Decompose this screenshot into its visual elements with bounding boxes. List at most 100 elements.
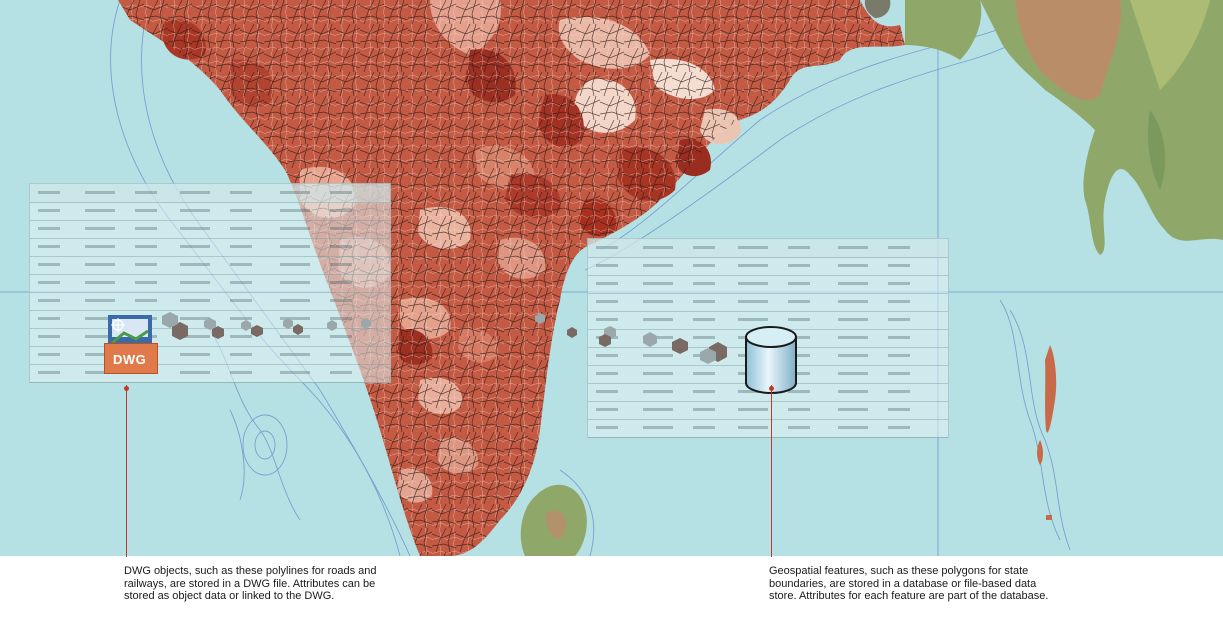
table-cell-placeholder	[838, 390, 868, 393]
table-cell-placeholder	[596, 390, 618, 393]
table-cell-placeholder	[738, 426, 768, 429]
table-cell-placeholder	[596, 372, 618, 375]
table-cell-placeholder	[230, 335, 252, 338]
table-cell-placeholder	[180, 245, 210, 248]
table-cell-placeholder	[788, 318, 810, 321]
table-cell-placeholder	[38, 245, 60, 248]
table-cell-placeholder	[643, 408, 673, 411]
dwg-flow-hexagons	[162, 312, 371, 340]
table-cell-placeholder	[888, 336, 910, 339]
table-cell-placeholder	[230, 191, 252, 194]
table-cell-placeholder	[38, 371, 60, 374]
table-cell-placeholder	[888, 246, 910, 249]
database-cylinder-icon	[745, 326, 797, 394]
table-cell-placeholder	[330, 227, 352, 230]
table-cell-placeholder	[280, 191, 310, 194]
table-cell-placeholder	[135, 281, 157, 284]
table-cell-placeholder	[643, 264, 673, 267]
table-cell-placeholder	[838, 282, 868, 285]
flow-hexagon	[599, 334, 611, 347]
flow-hexagon	[212, 326, 224, 339]
table-cell-placeholder	[135, 263, 157, 266]
table-cell-placeholder	[888, 408, 910, 411]
table-cell-placeholder	[788, 300, 810, 303]
table-cell-placeholder	[838, 318, 868, 321]
table-cell-placeholder	[738, 246, 768, 249]
table-cell-placeholder	[643, 426, 673, 429]
table-cell-placeholder	[230, 353, 252, 356]
table-cell-placeholder	[330, 335, 352, 338]
table-row	[30, 202, 390, 221]
flow-hexagon	[293, 324, 303, 335]
table-cell-placeholder	[330, 371, 352, 374]
table-cell-placeholder	[693, 336, 715, 339]
table-cell-placeholder	[596, 300, 618, 303]
table-cell-placeholder	[693, 408, 715, 411]
table-cell-placeholder	[180, 191, 210, 194]
table-cell-placeholder	[38, 335, 60, 338]
table-cell-placeholder	[280, 209, 310, 212]
table-row	[30, 256, 390, 275]
dwg-label: DWG	[113, 352, 147, 367]
table-cell-placeholder	[788, 246, 810, 249]
table-cell-placeholder	[180, 353, 210, 356]
table-cell-placeholder	[230, 209, 252, 212]
table-row	[30, 274, 390, 293]
table-cell-placeholder	[888, 372, 910, 375]
dwg-callout-dot	[124, 386, 129, 391]
table-cell-placeholder	[38, 227, 60, 230]
table-cell-placeholder	[280, 263, 310, 266]
table-cell-placeholder	[280, 281, 310, 284]
geo-callout-dot	[769, 386, 774, 391]
table-cell-placeholder	[693, 300, 715, 303]
table-cell-placeholder	[38, 281, 60, 284]
table-cell-placeholder	[838, 408, 868, 411]
table-cell-placeholder	[788, 264, 810, 267]
flow-hexagon	[643, 332, 657, 347]
table-cell-placeholder	[280, 371, 310, 374]
table-cell-placeholder	[838, 264, 868, 267]
flow-hexagon	[672, 338, 688, 354]
bathymetry-contours	[110, 0, 1071, 556]
table-cell-placeholder	[738, 282, 768, 285]
table-cell-placeholder	[643, 246, 673, 249]
table-cell-placeholder	[85, 227, 115, 230]
table-cell-placeholder	[135, 227, 157, 230]
table-row	[588, 293, 948, 312]
table-cell-placeholder	[838, 426, 868, 429]
dwg-callout-line	[126, 385, 127, 557]
table-cell-placeholder	[330, 263, 352, 266]
table-cell-placeholder	[596, 354, 618, 357]
table-cell-placeholder	[693, 426, 715, 429]
table-row	[30, 184, 390, 203]
table-cell-placeholder	[838, 300, 868, 303]
table-cell-placeholder	[85, 353, 115, 356]
table-cell-placeholder	[888, 318, 910, 321]
geospatial-caption: Geospatial features, such as these polyg…	[769, 565, 1049, 602]
table-cell-placeholder	[643, 372, 673, 375]
table-cell-placeholder	[85, 335, 115, 338]
flow-hexagon	[172, 322, 188, 340]
table-cell-placeholder	[788, 282, 810, 285]
map-canvas	[0, 0, 1223, 556]
table-cell-placeholder	[180, 209, 210, 212]
table-cell-placeholder	[180, 263, 210, 266]
table-row	[588, 419, 948, 438]
table-cell-placeholder	[788, 354, 810, 357]
table-cell-placeholder	[230, 299, 252, 302]
table-cell-placeholder	[85, 263, 115, 266]
flow-hexagon	[283, 318, 293, 329]
table-cell-placeholder	[788, 408, 810, 411]
table-cell-placeholder	[180, 299, 210, 302]
table-cell-placeholder	[280, 353, 310, 356]
table-cell-placeholder	[888, 426, 910, 429]
dwg-attribute-table	[29, 183, 391, 383]
table-cell-placeholder	[85, 371, 115, 374]
table-cell-placeholder	[738, 408, 768, 411]
table-cell-placeholder	[838, 336, 868, 339]
table-cell-placeholder	[596, 426, 618, 429]
table-cell-placeholder	[330, 209, 352, 212]
table-cell-placeholder	[180, 317, 210, 320]
table-cell-placeholder	[888, 282, 910, 285]
table-cell-placeholder	[230, 263, 252, 266]
